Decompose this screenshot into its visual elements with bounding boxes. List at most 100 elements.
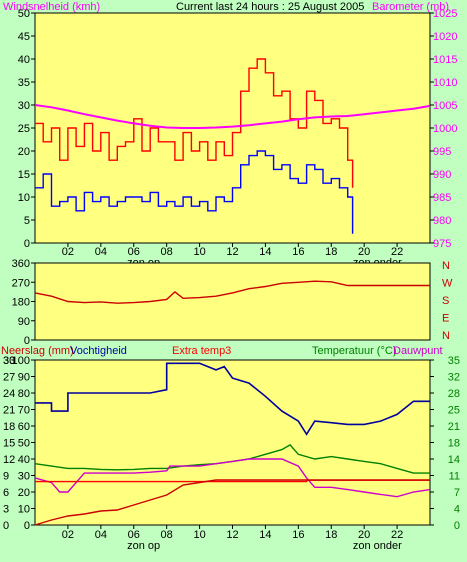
barometer-tick-label: 1005	[433, 100, 457, 112]
rain-line	[34, 479, 430, 526]
compass-label: N	[442, 330, 450, 342]
barometer-tick-label: 1025	[433, 8, 457, 20]
temp-tick-label: 18	[448, 438, 460, 450]
dewpoint-line	[34, 458, 431, 498]
neerslag-tick-label: 0	[3, 520, 9, 532]
neerslag-tick-label: 9	[3, 471, 9, 483]
vochtigheid-tick-label: 60	[18, 421, 30, 433]
neerslag-tick-label: 18	[3, 421, 15, 433]
x-tick-label: 02	[62, 246, 74, 258]
wind-tick-label: 35	[18, 77, 30, 89]
x-tick-label: 20	[358, 246, 370, 258]
compass-label: W	[442, 278, 453, 290]
neerslag-tick-label: 24	[3, 388, 15, 400]
x-tick-label: 20	[358, 529, 370, 541]
neerslag-tick-label: 30	[3, 355, 15, 367]
direction-tick-label: 360	[12, 258, 30, 270]
legend-neerslag: Neerslag (mm)	[1, 345, 74, 357]
legend-dauwpunt: Dauwpunt	[393, 345, 443, 357]
temp-tick-label: 14	[448, 454, 460, 466]
wind-tick-label: 15	[18, 169, 30, 181]
temp-tick-label: 25	[448, 405, 460, 417]
x-tick-label: 14	[259, 246, 271, 258]
wind-tick-label: 5	[24, 215, 30, 227]
wind-tick-label: 45	[18, 31, 30, 43]
x-tick-label: 04	[95, 529, 107, 541]
wind-tick-label: 10	[18, 192, 30, 204]
barometer-tick-label: 995	[433, 146, 451, 158]
x-tick-label: 18	[325, 246, 337, 258]
wind-gust-line	[35, 58, 354, 188]
barometer-tick-label: 975	[433, 238, 451, 250]
vochtigheid-tick-label: 50	[18, 438, 30, 450]
barometer-axis-title: Barometer (mb)	[372, 1, 449, 13]
barometer-tick-label: 985	[433, 192, 451, 204]
x-tick-label: 08	[161, 529, 173, 541]
x-tick-label: 18	[325, 529, 337, 541]
x-tick-label: 22	[391, 529, 403, 541]
compass-label: E	[442, 313, 449, 325]
vochtigheid-tick-label: 20	[18, 487, 30, 499]
x-tick-label: 16	[292, 246, 304, 258]
sunrise-label: zon op	[127, 540, 160, 552]
temp-tick-label: 32	[448, 372, 460, 384]
barometer-tick-label: 1020	[433, 31, 457, 43]
x-tick-label: 06	[128, 529, 140, 541]
wind-tick-label: 25	[18, 123, 30, 135]
legend-temperatuur: Temperatuur (°C)	[312, 345, 396, 357]
temp-tick-label: 0	[454, 520, 460, 532]
wind-tick-label: 20	[18, 146, 30, 158]
temp-tick-label: 4	[454, 504, 460, 516]
compass-label: N	[442, 260, 450, 272]
wind-axis-title: Windsnelheid (kmh)	[3, 1, 100, 13]
temp-tick-label: 35	[448, 355, 460, 367]
neerslag-tick-label: 27	[3, 372, 15, 384]
vochtigheid-tick-label: 100	[12, 355, 30, 367]
x-tick-label: 10	[193, 529, 205, 541]
legend-vochtigheid: Vochtigheid	[70, 345, 127, 357]
legend-extra-temp3: Extra temp3	[172, 345, 231, 357]
temp-tick-label: 11	[449, 471, 460, 483]
x-tick-label: 10	[193, 246, 205, 258]
temp-panel-plot-area	[34, 359, 431, 526]
x-tick-label: 04	[95, 246, 107, 258]
wind-avg-line	[35, 150, 354, 234]
neerslag-tick-label: 3	[3, 504, 9, 516]
vochtigheid-tick-label: 90	[18, 372, 30, 384]
wind-tick-label: 40	[18, 54, 30, 66]
temp-tick-label: 7	[454, 487, 460, 499]
direction-tick-label: 180	[12, 297, 30, 309]
sunset-label: zon onder	[353, 540, 402, 552]
x-tick-label: 06	[128, 246, 140, 258]
barometer-tick-label: 1000	[433, 123, 457, 135]
vochtigheid-tick-label: 80	[18, 388, 30, 400]
chart-title: Current last 24 hours : 25 August 2005	[176, 1, 364, 13]
x-tick-label: 02	[62, 529, 74, 541]
vochtigheid-tick-label: 40	[18, 454, 30, 466]
neerslag-tick-label: 6	[3, 487, 9, 499]
wind-direction-line	[34, 280, 430, 304]
temp-tick-label: 21	[448, 421, 460, 433]
direction-tick-label: 0	[24, 335, 30, 347]
neerslag-tick-label: 12	[3, 454, 15, 466]
vochtigheid-tick-label: 0	[24, 520, 30, 532]
vochtigheid-tick-label: 10	[18, 504, 30, 516]
wind-tick-label: 50	[18, 8, 30, 20]
x-tick-label: 16	[292, 529, 304, 541]
compass-label: S	[442, 295, 449, 307]
humidity-line	[35, 362, 430, 436]
neerslag-tick-label: 21	[3, 405, 15, 417]
neerslag-tick-label: 15	[3, 438, 15, 450]
x-tick-label: 14	[259, 529, 271, 541]
wind-tick-label: 0	[24, 238, 30, 250]
neerslag-tick-label: 33	[3, 355, 15, 367]
x-tick-label: 12	[226, 529, 238, 541]
direction-tick-label: 90	[18, 316, 30, 328]
x-tick-label: 22	[391, 246, 403, 258]
direction-tick-label: 270	[12, 277, 30, 289]
vochtigheid-tick-label: 70	[18, 405, 30, 417]
barometer-tick-label: 1015	[433, 54, 457, 66]
barometer-tick-label: 990	[433, 169, 451, 181]
